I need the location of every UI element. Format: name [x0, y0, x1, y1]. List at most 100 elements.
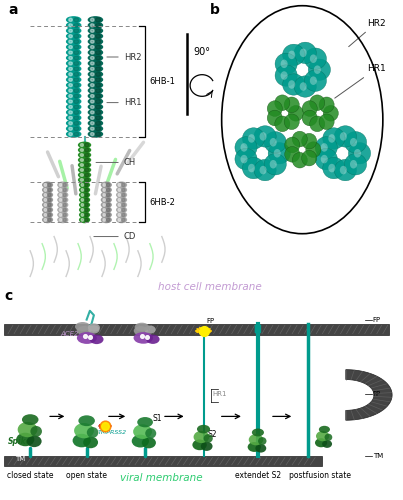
Text: 90°: 90°	[193, 47, 210, 57]
Ellipse shape	[118, 218, 120, 222]
Ellipse shape	[87, 427, 98, 438]
Ellipse shape	[59, 204, 62, 206]
Ellipse shape	[302, 110, 317, 126]
Ellipse shape	[102, 192, 111, 198]
Ellipse shape	[96, 126, 100, 130]
Ellipse shape	[144, 326, 156, 334]
Ellipse shape	[323, 128, 345, 149]
Ellipse shape	[58, 182, 68, 188]
Ellipse shape	[88, 82, 102, 88]
Ellipse shape	[80, 192, 89, 198]
Point	[102, 422, 108, 430]
Ellipse shape	[85, 188, 88, 192]
Ellipse shape	[88, 326, 100, 334]
Ellipse shape	[63, 218, 66, 222]
Ellipse shape	[96, 28, 100, 32]
Ellipse shape	[43, 192, 52, 198]
Text: ACE2: ACE2	[60, 331, 79, 337]
Ellipse shape	[275, 53, 297, 74]
Ellipse shape	[85, 218, 88, 222]
Ellipse shape	[85, 158, 89, 162]
Ellipse shape	[30, 426, 42, 437]
Ellipse shape	[69, 29, 72, 32]
Text: HR1: HR1	[107, 98, 141, 107]
Ellipse shape	[122, 193, 125, 196]
Ellipse shape	[81, 198, 83, 202]
Ellipse shape	[258, 437, 266, 445]
Ellipse shape	[58, 192, 68, 198]
Ellipse shape	[249, 434, 263, 446]
Ellipse shape	[69, 84, 72, 86]
Text: CD: CD	[94, 232, 136, 241]
Text: open state: open state	[66, 472, 107, 480]
Point	[200, 326, 207, 334]
Ellipse shape	[66, 131, 81, 137]
Ellipse shape	[301, 134, 317, 149]
Ellipse shape	[103, 214, 105, 216]
Ellipse shape	[73, 434, 91, 448]
Ellipse shape	[350, 160, 357, 168]
Ellipse shape	[88, 71, 102, 77]
Ellipse shape	[81, 148, 83, 152]
Ellipse shape	[96, 83, 100, 87]
Ellipse shape	[96, 100, 100, 103]
Ellipse shape	[44, 188, 47, 192]
Ellipse shape	[74, 56, 79, 60]
Ellipse shape	[59, 208, 62, 212]
Ellipse shape	[345, 132, 367, 153]
Ellipse shape	[328, 134, 335, 142]
Text: host cell membrane: host cell membrane	[158, 282, 262, 292]
Ellipse shape	[66, 126, 81, 132]
Ellipse shape	[66, 50, 81, 56]
Ellipse shape	[69, 18, 72, 22]
Text: TMPRSS2: TMPRSS2	[98, 430, 127, 435]
Ellipse shape	[74, 105, 79, 109]
Ellipse shape	[22, 414, 39, 425]
Ellipse shape	[118, 208, 120, 212]
Ellipse shape	[292, 152, 307, 168]
Ellipse shape	[118, 198, 120, 202]
Ellipse shape	[74, 116, 79, 120]
Ellipse shape	[69, 94, 72, 98]
Ellipse shape	[44, 218, 47, 222]
Ellipse shape	[88, 55, 102, 61]
Ellipse shape	[275, 95, 290, 110]
Ellipse shape	[243, 158, 265, 179]
Ellipse shape	[91, 62, 94, 65]
Text: 6HB-1: 6HB-1	[150, 76, 176, 86]
Ellipse shape	[193, 431, 209, 443]
Ellipse shape	[88, 44, 102, 50]
Ellipse shape	[102, 207, 111, 212]
Ellipse shape	[74, 83, 79, 87]
Ellipse shape	[106, 208, 110, 212]
Ellipse shape	[248, 164, 255, 172]
Ellipse shape	[63, 208, 66, 212]
Ellipse shape	[69, 24, 72, 27]
Text: FP: FP	[373, 317, 381, 323]
Ellipse shape	[74, 50, 79, 54]
Ellipse shape	[74, 78, 79, 82]
Ellipse shape	[59, 188, 62, 192]
Ellipse shape	[315, 136, 337, 158]
Ellipse shape	[69, 78, 72, 82]
Ellipse shape	[96, 116, 100, 120]
Ellipse shape	[88, 93, 102, 99]
Ellipse shape	[66, 120, 81, 126]
Ellipse shape	[81, 154, 83, 156]
Text: HR1: HR1	[335, 64, 386, 98]
Ellipse shape	[350, 138, 357, 146]
Point	[143, 333, 150, 341]
Ellipse shape	[122, 188, 125, 192]
Text: HR2: HR2	[349, 18, 385, 46]
Ellipse shape	[252, 428, 264, 436]
Ellipse shape	[79, 167, 91, 172]
Ellipse shape	[88, 115, 102, 120]
Ellipse shape	[59, 184, 62, 186]
Ellipse shape	[201, 442, 212, 451]
Ellipse shape	[310, 54, 317, 63]
Ellipse shape	[294, 42, 316, 64]
Ellipse shape	[106, 218, 110, 222]
Ellipse shape	[63, 183, 66, 187]
Ellipse shape	[300, 48, 307, 57]
Ellipse shape	[27, 436, 42, 447]
